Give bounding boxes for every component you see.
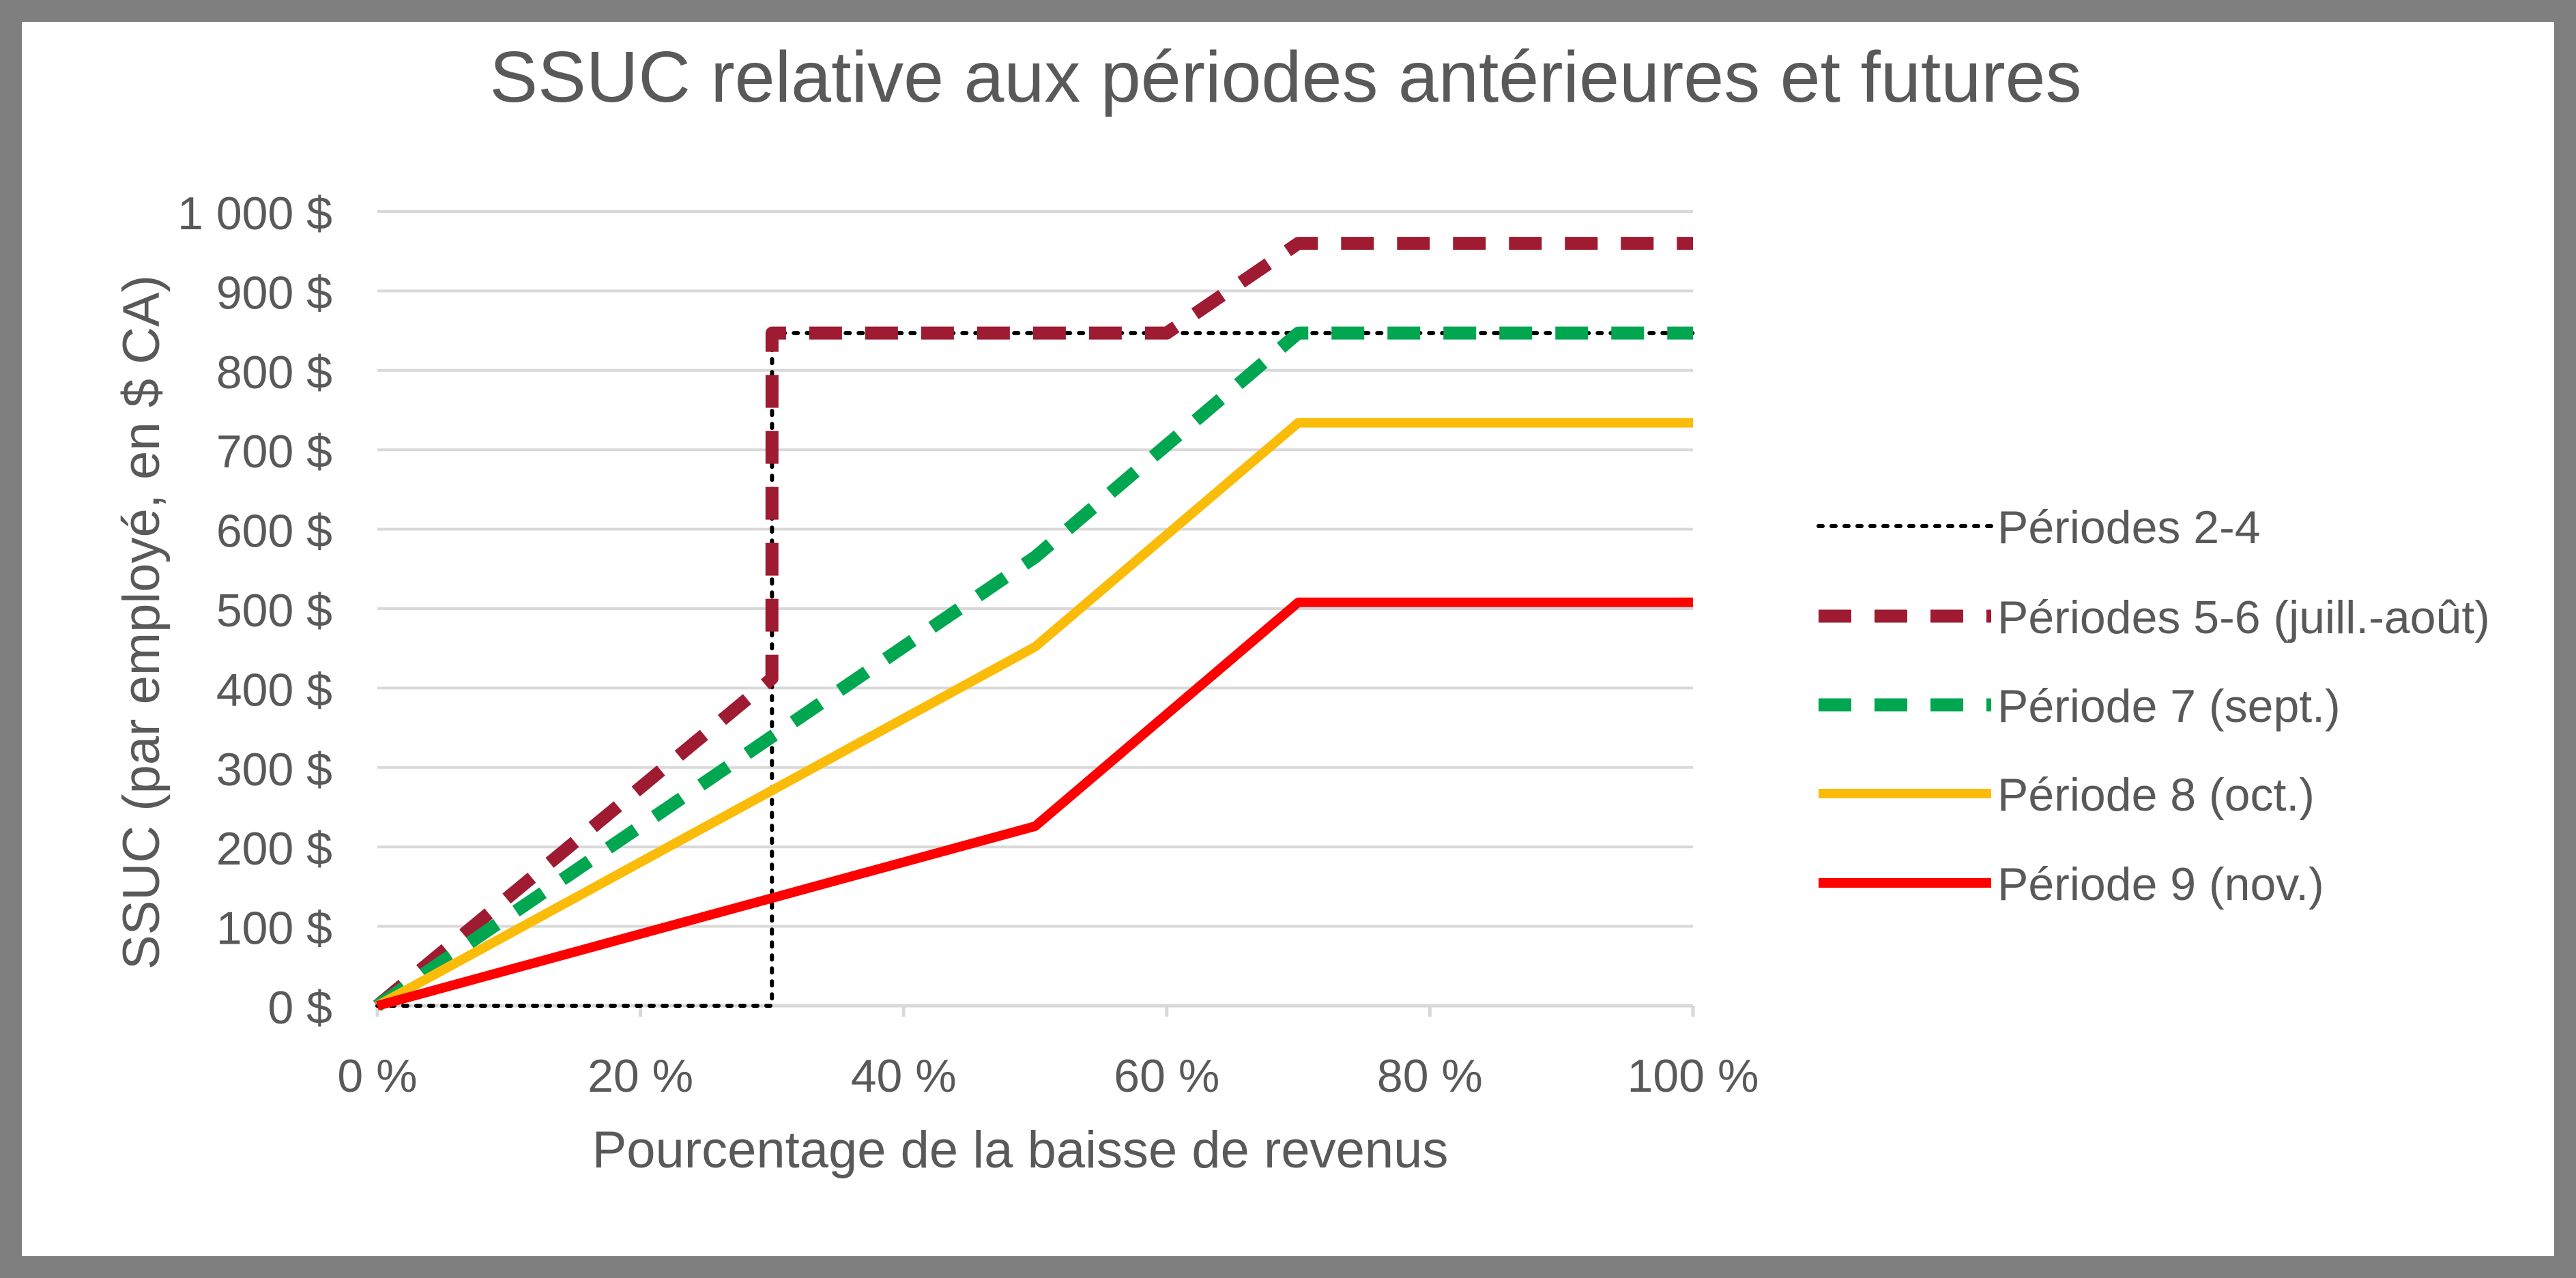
legend: Périodes 2-4 Périodes 5-6 (juill.-août) Pé… bbox=[1817, 502, 2490, 910]
x-tick-label: 40 % bbox=[851, 1050, 957, 1102]
x-tick-label: 100 % bbox=[1627, 1050, 1759, 1102]
x-tick-labels: 0 % 20 % 40 % 60 % 80 % 100 % bbox=[337, 1050, 1759, 1102]
legend-label-4: Période 8 (oct.) bbox=[1997, 769, 2315, 821]
series-line-2 bbox=[373, 237, 1693, 1011]
y-tick-label: 500 $ bbox=[216, 585, 332, 637]
chart-svg: SSUC relative aux périodes antérieures e… bbox=[113, 37, 2490, 1179]
y-tick-label: 100 $ bbox=[216, 903, 332, 955]
y-tick-labels: 0 $ 100 $ 200 $ 300 $ 400 $ 500 $ 600 $ 700 $ 80… bbox=[177, 188, 332, 1034]
series-lines bbox=[373, 237, 1695, 1011]
grid-lines bbox=[377, 210, 1693, 928]
legend-label-5: Période 9 (nov.) bbox=[1997, 858, 2324, 910]
chart-title: SSUC relative aux périodes antérieures e… bbox=[489, 37, 2081, 117]
x-tick-label: 20 % bbox=[588, 1050, 693, 1102]
y-tick-label: 1 000 $ bbox=[177, 188, 332, 239]
series-line-5 bbox=[376, 597, 1693, 1011]
legend-label-3: Période 7 (sept.) bbox=[1997, 680, 2341, 732]
y-tick-label: 200 $ bbox=[216, 823, 332, 875]
y-tick-label: 400 $ bbox=[216, 664, 332, 716]
y-tick-label: 600 $ bbox=[216, 506, 332, 557]
y-tick-label: 800 $ bbox=[216, 347, 332, 398]
y-tick-label: 900 $ bbox=[216, 267, 332, 319]
y-tick-label: 300 $ bbox=[216, 744, 332, 796]
legend-label-1: Périodes 2-4 bbox=[1997, 502, 2261, 553]
series-line-3 bbox=[373, 326, 1693, 1011]
x-axis-label: Pourcentage de la baisse de revenus bbox=[592, 1121, 1449, 1179]
y-tick-label: 0 $ bbox=[267, 982, 332, 1034]
x-tick-label: 60 % bbox=[1114, 1050, 1219, 1102]
series-line-1 bbox=[375, 331, 1695, 1008]
legend-label-2: Périodes 5-6 (juill.-août) bbox=[1997, 592, 2490, 643]
x-tick-label: 80 % bbox=[1377, 1050, 1483, 1102]
y-tick-label: 700 $ bbox=[216, 426, 332, 478]
y-axis-label: SSUC (par employé, en $ CA) bbox=[113, 275, 171, 970]
chart-frame: SSUC relative aux périodes antérieures e… bbox=[22, 22, 2554, 1256]
x-tick-label: 0 % bbox=[337, 1050, 417, 1102]
series-line-4 bbox=[375, 418, 1693, 1011]
